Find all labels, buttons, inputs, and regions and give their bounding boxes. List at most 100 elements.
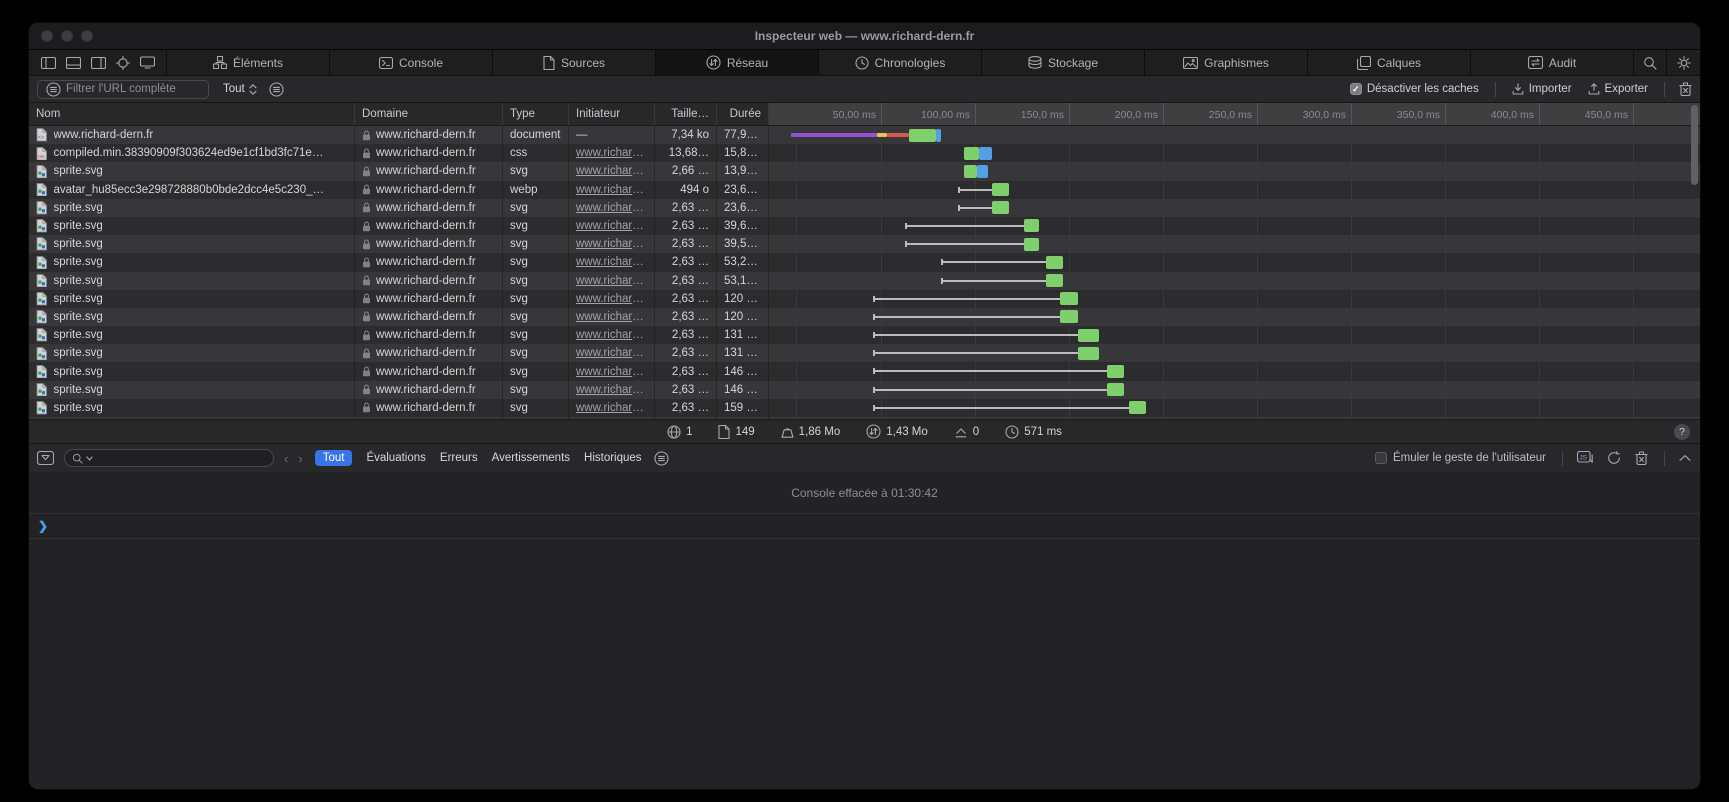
initiator-link[interactable]: www.richard-d… <box>576 329 647 341</box>
column-header-duration[interactable]: Durée <box>717 103 769 125</box>
console-prompt[interactable]: ❯ <box>29 514 1700 539</box>
console-scope-erreurs[interactable]: Erreurs <box>440 452 478 464</box>
device-icon[interactable] <box>140 56 155 69</box>
initiator-link[interactable]: www.richard-d… <box>576 384 647 396</box>
tab-calques[interactable]: Calques <box>1308 50 1471 75</box>
clear-network-items-button[interactable] <box>1679 82 1692 96</box>
element-picker-icon[interactable] <box>116 56 130 70</box>
tab-graphismes[interactable]: Graphismes <box>1145 50 1308 75</box>
import-button[interactable]: Importer <box>1512 83 1572 95</box>
console-filter-button[interactable] <box>37 451 54 465</box>
initiator-link[interactable]: www.richard-d… <box>576 220 647 232</box>
clear-console-button[interactable] <box>1635 451 1648 465</box>
dock-bottom-icon[interactable] <box>66 57 81 69</box>
console-scope-historiques[interactable]: Historiques <box>584 452 642 464</box>
column-header-domain[interactable]: Domaine <box>355 103 503 125</box>
tab-audit[interactable]: Audit <box>1471 50 1634 75</box>
cell-initiator: www.richard-d… <box>569 308 655 326</box>
minimize-window-button[interactable] <box>61 30 73 42</box>
settings-button[interactable] <box>1667 50 1700 75</box>
table-row[interactable]: sprite.svgwww.richard-dern.frsvgwww.rich… <box>29 162 1700 180</box>
next-result-button[interactable]: › <box>298 451 302 466</box>
resource-size: 2,63 … <box>672 366 709 378</box>
previous-result-button[interactable]: ‹ <box>284 451 288 466</box>
tab-label: Console <box>399 56 443 70</box>
globe-icon <box>667 425 681 439</box>
initiator-link[interactable]: www.richard-d… <box>576 347 647 359</box>
column-header-type[interactable]: Type <box>503 103 569 125</box>
url-filter-input[interactable]: Filtrer l'URL complète <box>37 80 209 99</box>
table-row[interactable]: sprite.svgwww.richard-dern.frsvgwww.rich… <box>29 381 1700 399</box>
initiator-link[interactable]: www.richard-d… <box>576 256 647 268</box>
initiator-link[interactable]: www.richard-d… <box>576 366 647 378</box>
console-options-button[interactable] <box>654 451 669 466</box>
initiator-link[interactable]: www.richard-d… <box>576 402 647 414</box>
js-context-button[interactable]: JS <box>1577 451 1593 465</box>
table-row[interactable]: sprite.svgwww.richard-dern.frsvgwww.rich… <box>29 290 1700 308</box>
column-header-name[interactable]: Nom <box>29 103 355 125</box>
dock-left-icon[interactable] <box>41 57 56 69</box>
zoom-window-button[interactable] <box>81 30 93 42</box>
resource-type-select[interactable]: Tout <box>223 83 257 96</box>
cell-name: sprite.svg <box>29 162 355 180</box>
resource-domain: www.richard-dern.fr <box>376 293 476 305</box>
table-row[interactable]: csscompiled.min.38390909f303624ed9e1cf1b… <box>29 144 1700 162</box>
emulate-gesture-checkbox[interactable]: ✓ <box>1375 452 1387 464</box>
filter-options-button[interactable] <box>269 82 284 97</box>
console-scope-tout[interactable]: Tout <box>315 450 353 466</box>
console-scope-evaluations[interactable]: Évaluations <box>366 452 425 464</box>
console-search-input[interactable] <box>64 449 274 467</box>
help-button[interactable]: ? <box>1674 424 1690 440</box>
table-row[interactable]: sprite.svgwww.richard-dern.frsvgwww.rich… <box>29 235 1700 253</box>
summary-item: 149 <box>718 425 754 439</box>
table-row[interactable]: sprite.svgwww.richard-dern.frsvgwww.rich… <box>29 399 1700 417</box>
table-row[interactable]: sprite.svgwww.richard-dern.frsvgwww.rich… <box>29 253 1700 271</box>
table-row[interactable]: sprite.svgwww.richard-dern.frsvgwww.rich… <box>29 326 1700 344</box>
resource-duration: 77,9 ms <box>724 129 761 141</box>
audit-icon <box>1528 56 1543 69</box>
emulate-gesture-toggle[interactable]: ✓ Émuler le geste de l'utilisateur <box>1375 452 1546 464</box>
initiator-link[interactable]: www.richard-d… <box>576 202 647 214</box>
initiator-link[interactable]: www.richard-d… <box>576 311 647 323</box>
cell-type: svg <box>503 272 569 290</box>
table-row[interactable]: sprite.svgwww.richard-dern.frsvgwww.rich… <box>29 272 1700 290</box>
initiator-link[interactable]: www.richard-d… <box>576 275 647 287</box>
search-button[interactable] <box>1634 50 1667 75</box>
cell-type: svg <box>503 253 569 271</box>
cell-size: 2,66 … <box>655 162 717 180</box>
initiator-link[interactable]: www.richard-d… <box>576 238 647 250</box>
resource-domain: www.richard-dern.fr <box>376 256 476 268</box>
waterfall-cell <box>769 126 1700 144</box>
tab-sources[interactable]: Sources <box>493 50 656 75</box>
reload-icon[interactable] <box>1607 451 1621 465</box>
table-row[interactable]: sprite.svgwww.richard-dern.frsvgwww.rich… <box>29 362 1700 380</box>
resource-size: 2,63 … <box>672 384 709 396</box>
table-row[interactable]: <>www.richard-dern.frwww.richard-dern.fr… <box>29 126 1700 144</box>
export-button[interactable]: Exporter <box>1588 83 1648 95</box>
initiator-link[interactable]: www.richard-d… <box>576 147 647 159</box>
tab-reseau[interactable]: Réseau <box>656 50 819 75</box>
disable-caches-toggle[interactable]: ✓ Désactiver les caches <box>1350 83 1479 95</box>
table-row[interactable]: sprite.svgwww.richard-dern.frsvgwww.rich… <box>29 344 1700 362</box>
initiator-link[interactable]: www.richard-d… <box>576 293 647 305</box>
dock-right-icon[interactable] <box>91 57 106 69</box>
table-row[interactable]: avatar_hu85ecc3e298728880b0bde2dcc4e5c23… <box>29 181 1700 199</box>
console-scope-avertissements[interactable]: Avertissements <box>492 452 570 464</box>
table-row[interactable]: sprite.svgwww.richard-dern.frsvgwww.rich… <box>29 308 1700 326</box>
table-row[interactable]: sprite.svgwww.richard-dern.frsvgwww.rich… <box>29 217 1700 235</box>
collapse-console-button[interactable] <box>1678 454 1692 462</box>
tab-chronologies[interactable]: Chronologies <box>819 50 982 75</box>
close-window-button[interactable] <box>41 30 53 42</box>
tab-elements[interactable]: Éléments <box>167 50 330 75</box>
vertical-scrollbar[interactable] <box>1691 105 1698 185</box>
disable-caches-checkbox[interactable]: ✓ <box>1350 83 1362 95</box>
column-header-initiator[interactable]: Initiateur <box>569 103 655 125</box>
table-row[interactable]: sprite.svgwww.richard-dern.frsvgwww.rich… <box>29 199 1700 217</box>
initiator-link[interactable]: www.richard-d… <box>576 165 647 177</box>
tab-stockage[interactable]: Stockage <box>982 50 1145 75</box>
column-header-size[interactable]: Taille… <box>655 103 717 125</box>
waterfall-cell <box>769 217 1700 235</box>
tab-console[interactable]: Console <box>330 50 493 75</box>
initiator-link[interactable]: www.richard-d… <box>576 184 647 196</box>
database-icon <box>1028 56 1042 69</box>
